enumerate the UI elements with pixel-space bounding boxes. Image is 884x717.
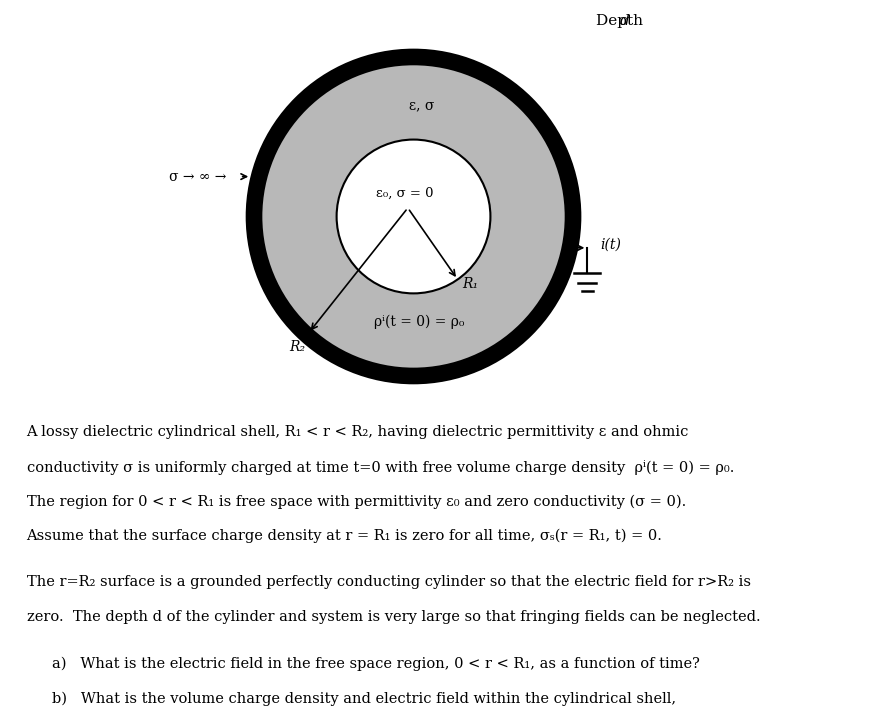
- Text: Depth: Depth: [596, 14, 648, 28]
- Text: conductivity σ is uniformly charged at time t=0 with free volume charge density : conductivity σ is uniformly charged at t…: [27, 460, 734, 475]
- Text: Assume that the surface charge density at r = R₁ is zero for all time, σₛ(r = R₁: Assume that the surface charge density a…: [27, 529, 662, 543]
- Text: A lossy dielectric cylindrical shell, R₁ < r < R₂, having dielectric permittivit: A lossy dielectric cylindrical shell, R₁…: [27, 425, 689, 439]
- Text: The region for 0 < r < R₁ is free space with permittivity ε₀ and zero conductivi: The region for 0 < r < R₁ is free space …: [27, 494, 686, 508]
- Text: i(t): i(t): [600, 238, 621, 252]
- Text: d: d: [620, 14, 629, 28]
- Text: a)   What is the electric field in the free space region, 0 < r < R₁, as a funct: a) What is the electric field in the fre…: [52, 657, 700, 671]
- Text: The r=R₂ surface is a grounded perfectly conducting cylinder so that the electri: The r=R₂ surface is a grounded perfectly…: [27, 576, 751, 589]
- Text: R₁: R₁: [462, 277, 478, 290]
- Text: R₂: R₂: [290, 340, 306, 353]
- Text: ε₀, σ = 0: ε₀, σ = 0: [377, 187, 434, 200]
- Text: b)   What is the volume charge density and electric field within the cylindrical: b) What is the volume charge density and…: [52, 691, 676, 706]
- Text: ρⁱ(t = 0) = ρ₀: ρⁱ(t = 0) = ρ₀: [374, 315, 464, 329]
- Circle shape: [337, 140, 491, 293]
- Circle shape: [254, 57, 573, 376]
- Text: ε, σ: ε, σ: [409, 98, 435, 113]
- Text: σ → ∞ →: σ → ∞ →: [169, 170, 226, 184]
- Text: zero.  The depth d of the cylinder and system is very large so that fringing fie: zero. The depth d of the cylinder and sy…: [27, 610, 760, 624]
